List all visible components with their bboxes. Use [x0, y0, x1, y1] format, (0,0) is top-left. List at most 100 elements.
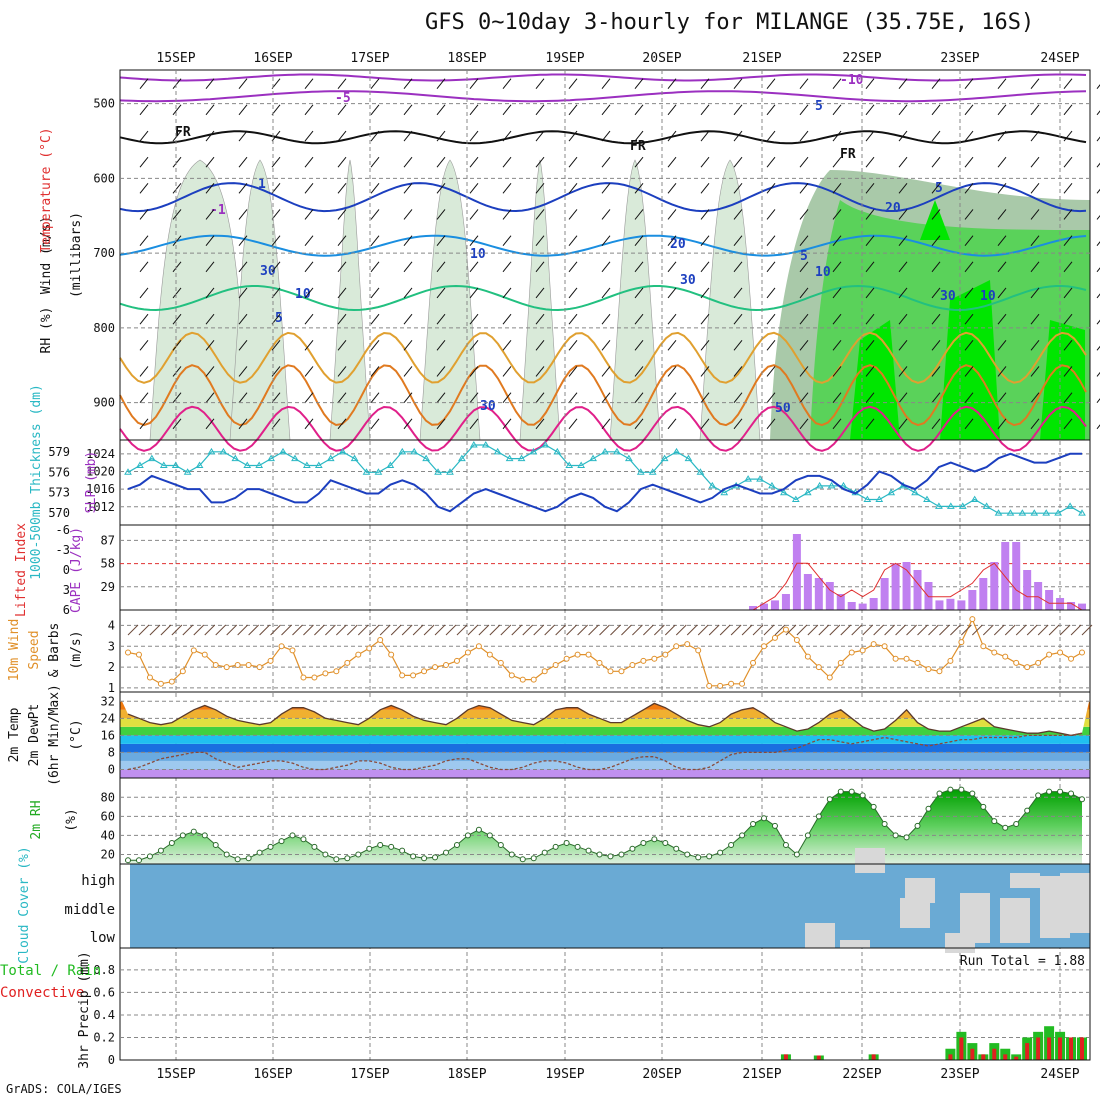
wind10-marker — [629, 662, 636, 668]
wind10-barb — [325, 624, 336, 636]
wind10-marker — [695, 647, 702, 654]
wind-barb — [502, 235, 512, 246]
wind-barb — [469, 130, 479, 142]
wind-barb — [1030, 130, 1040, 142]
contour-label: 10 — [980, 289, 996, 304]
wind-barb — [964, 313, 974, 325]
contour-label: 30 — [940, 289, 956, 304]
rh-marker — [739, 832, 746, 839]
wind-barb — [205, 78, 215, 89]
wind-barb — [964, 209, 974, 220]
rh-marker — [574, 843, 581, 850]
contour-freezing — [119, 130, 1087, 145]
wind-barb — [469, 209, 479, 220]
wind-barb — [865, 78, 875, 89]
wind-barb — [931, 392, 941, 403]
wind-barb — [733, 209, 743, 220]
wind-barb — [469, 366, 479, 377]
wind-barb — [601, 78, 611, 89]
wind-barb — [403, 392, 413, 403]
contour-label: FR — [175, 125, 191, 140]
wind10-barb — [1048, 624, 1060, 636]
wind-barb — [634, 104, 644, 116]
wind-barb — [205, 183, 215, 194]
cape-bar — [781, 594, 790, 610]
wind10-barb — [445, 624, 457, 636]
wind10-barb — [346, 624, 358, 636]
wind10-marker — [190, 647, 197, 654]
wind-barb — [469, 418, 479, 430]
wind10-marker — [991, 649, 998, 656]
slp-tick-label: 1020 — [86, 464, 115, 478]
thickness-marker — [982, 502, 991, 509]
wind10-marker — [793, 637, 800, 643]
wind-barb — [304, 130, 314, 142]
date-label-bottom: 23SEP — [940, 1067, 979, 1082]
wind-barb — [898, 287, 908, 299]
wind-barb — [997, 313, 1007, 325]
cloud-ylabel: Cloud Cover (%) — [17, 846, 32, 963]
convective-bar — [959, 1037, 964, 1060]
wind-barb — [436, 156, 446, 168]
wind-barb — [370, 287, 380, 299]
date-label-top: 22SEP — [842, 51, 881, 66]
wind10-marker — [958, 639, 965, 646]
contour-label: -10 — [840, 73, 864, 88]
wind-barb — [733, 156, 743, 168]
wind10-barb — [522, 624, 534, 636]
wind-barb — [1030, 287, 1040, 299]
cape-bar — [792, 534, 801, 610]
wind-barb — [1096, 84, 1100, 89]
wind-barb — [139, 183, 149, 194]
date-label-bottom: 19SEP — [545, 1067, 584, 1082]
wind-barb — [139, 418, 149, 430]
wind-barb — [799, 78, 809, 89]
cape-bar — [760, 603, 768, 610]
wind-barb — [337, 235, 347, 246]
rh-marker — [344, 855, 351, 862]
wind-barb — [733, 78, 743, 89]
wind-barb — [370, 313, 380, 325]
cape-bar — [1078, 603, 1086, 610]
wind-barb — [337, 209, 347, 220]
temp-band — [120, 718, 1090, 727]
wind-barb — [271, 156, 281, 168]
wind10-barb — [335, 624, 347, 636]
wind-barb — [436, 235, 446, 246]
wind-barb — [931, 418, 941, 430]
wind-barb — [205, 261, 215, 273]
wind10-marker — [135, 651, 142, 658]
convective-bar — [1014, 1056, 1019, 1060]
temp-band — [120, 726, 1090, 736]
wind-barb — [1063, 235, 1073, 246]
thickness-marker — [255, 461, 264, 468]
thickness-marker — [720, 488, 729, 496]
wind10-barb — [741, 624, 753, 636]
wind-barb — [1096, 424, 1100, 430]
rh-marker — [695, 854, 702, 861]
rh-marker — [804, 832, 811, 839]
thickness-marker — [1054, 509, 1063, 516]
wind10-marker — [728, 680, 735, 687]
wind-barb — [403, 209, 413, 220]
wind-barb — [832, 339, 842, 351]
wind10-barb — [368, 624, 380, 636]
cloud-gray-block — [805, 923, 835, 948]
wind10-barb — [621, 624, 632, 636]
wind-barb — [436, 418, 446, 430]
wind-barb — [205, 209, 215, 220]
rh-marker — [991, 818, 998, 825]
contour-label: 5 — [275, 311, 283, 326]
convective-bar — [1047, 1037, 1052, 1060]
wind10-barb — [1026, 624, 1038, 636]
wind-barb — [535, 78, 545, 89]
cape-bar — [803, 574, 812, 610]
wind-barb — [535, 183, 545, 194]
wind-barb — [469, 392, 479, 403]
wind-barbs — [139, 78, 1100, 430]
wind-barb — [667, 339, 677, 351]
wind-barb — [271, 130, 281, 142]
thickness-marker — [350, 454, 359, 462]
wind-barb — [205, 313, 215, 325]
wind-barb — [568, 366, 578, 377]
